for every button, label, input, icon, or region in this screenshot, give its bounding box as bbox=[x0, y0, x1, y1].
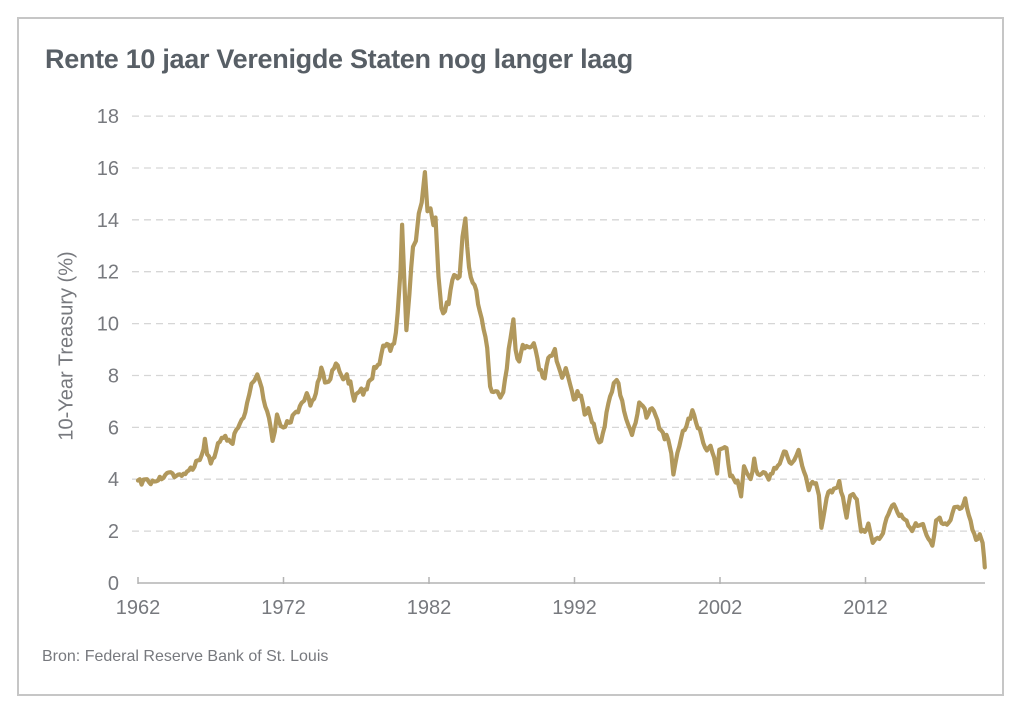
axes bbox=[137, 577, 985, 584]
y-tick-label: 6 bbox=[108, 417, 119, 439]
treasury-line-series bbox=[135, 170, 987, 570]
gridlines bbox=[132, 115, 985, 532]
line-chart: 0 2 4 6 8 10 12 14 16 18 1962 1972 1982 1992 2002 2012 bbox=[97, 106, 987, 619]
y-tick-label: 18 bbox=[97, 106, 119, 128]
chart-title: Rente 10 jaar Verenigde Staten nog lange… bbox=[45, 44, 633, 74]
treasury-line bbox=[135, 170, 987, 570]
y-tick-label: 16 bbox=[97, 158, 119, 180]
y-tick-label: 0 bbox=[108, 573, 119, 595]
chart-card: 0 2 4 6 8 10 12 14 16 18 1962 1972 1982 1992 2002 2012 … bbox=[17, 17, 1004, 696]
axis-tick-labels: 0 2 4 6 8 10 12 14 16 18 1962 1972 1982 1992 2002 2012 bbox=[97, 106, 888, 619]
x-tick-label: 1992 bbox=[552, 597, 597, 619]
x-tick-label: 1962 bbox=[116, 597, 161, 619]
y-tick-label: 2 bbox=[108, 521, 119, 543]
x-tick-label: 1972 bbox=[261, 597, 306, 619]
y-tick-label: 14 bbox=[97, 210, 119, 232]
y-tick-label: 12 bbox=[97, 262, 119, 284]
x-tick-label: 2012 bbox=[843, 597, 888, 619]
y-tick-label: 4 bbox=[108, 469, 119, 491]
y-tick-label: 10 bbox=[97, 314, 119, 336]
y-axis-title: 10-Year Treasury (%) bbox=[55, 251, 78, 441]
x-tick-label: 2002 bbox=[698, 597, 743, 619]
y-tick-label: 8 bbox=[108, 366, 119, 388]
source-note: Bron: Federal Reserve Bank of St. Louis bbox=[42, 648, 329, 665]
x-tick-label: 1982 bbox=[407, 597, 452, 619]
